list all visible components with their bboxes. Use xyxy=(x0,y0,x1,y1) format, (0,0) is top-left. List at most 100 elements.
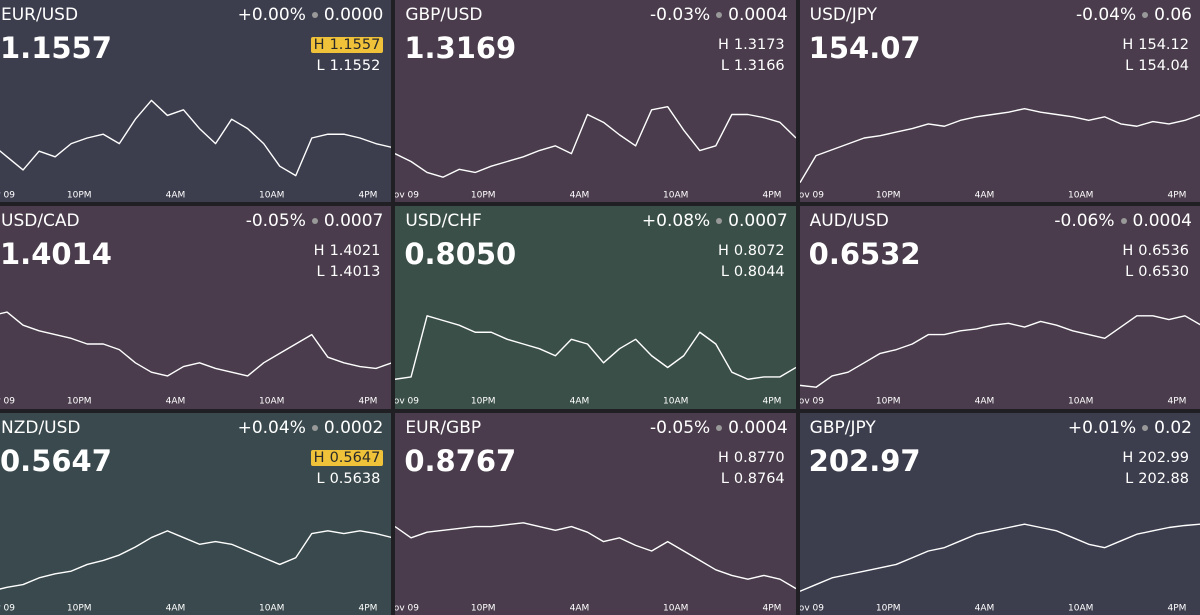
price: 1.3169 xyxy=(404,31,517,65)
high-value: 0.8770 xyxy=(733,449,785,466)
quote-tile[interactable]: AUD/USD-0.06%0.00040.6532H0.6536L0.6530N… xyxy=(799,206,1200,409)
x-tick-label: 4PM xyxy=(358,397,377,407)
change-value: 0.0004 xyxy=(728,5,788,25)
pair-name: AUD/USD xyxy=(809,211,889,232)
x-tick-label: 4AM xyxy=(570,603,590,613)
low-row: L 1.4013 xyxy=(313,264,383,280)
high-label: H xyxy=(1122,449,1134,466)
quote-tile[interactable]: EUR/USD+0.00%0.00001.1557H1.1557L1.1552N… xyxy=(0,0,392,203)
low-value: 1.1552 xyxy=(329,58,381,74)
x-tick-label: Nov 09 xyxy=(800,397,824,407)
high-value: 1.4021 xyxy=(329,243,381,260)
x-tick-label: 10PM xyxy=(67,191,92,201)
low-label: L xyxy=(720,470,729,487)
high-value: 0.5647 xyxy=(329,449,381,466)
x-tick-label: 4PM xyxy=(763,603,782,613)
high-label: H xyxy=(313,37,325,53)
high-value: 202.99 xyxy=(1138,449,1189,466)
low-row: L 0.6530 xyxy=(1122,264,1192,280)
x-tick-label: 4AM xyxy=(570,397,590,407)
change: +0.01% 0.02 xyxy=(1068,418,1192,438)
quote-tile[interactable]: GBP/JPY+0.01%0.02202.97H202.99L202.88Nov… xyxy=(799,412,1200,615)
low-value: 0.6530 xyxy=(1138,264,1189,281)
change-value: 0.0004 xyxy=(1132,211,1192,232)
low-value: 1.3166 xyxy=(733,58,785,74)
separator-dot xyxy=(1142,424,1149,431)
x-tick-label: 4AM xyxy=(166,191,186,201)
x-tick-label: 10PM xyxy=(876,603,901,613)
x-tick-label: Nov 09 xyxy=(0,397,15,407)
change-percent: -0.06% xyxy=(1054,211,1115,232)
x-tick-label: 10AM xyxy=(259,603,284,613)
x-tick-label: 10AM xyxy=(259,397,284,407)
x-tick-label: 10PM xyxy=(67,603,92,613)
quote-tile[interactable]: USD/JPY-0.04%0.06154.07H154.12L154.04Nov… xyxy=(799,0,1200,203)
high-value: 154.12 xyxy=(1138,37,1189,53)
high-row: H 154.12 xyxy=(1119,37,1192,53)
separator-dot xyxy=(716,424,723,431)
price-line xyxy=(395,315,796,381)
separator-dot xyxy=(716,218,723,225)
price-line xyxy=(395,105,796,178)
change: -0.06% 0.0004 xyxy=(1054,211,1192,231)
quote-tile[interactable]: EUR/GBP-0.05%0.00040.8767H0.8770L0.8764N… xyxy=(395,412,796,615)
quote-tile[interactable]: NZD/USD+0.04%0.00020.5647H0.5647L0.5638N… xyxy=(0,412,392,615)
change-value: 0.0007 xyxy=(323,211,384,232)
x-tick-label: Nov 09 xyxy=(395,191,419,201)
pair-name: USD/CHF xyxy=(405,211,482,232)
quote-tile[interactable]: USD/CHF+0.08%0.00070.8050H0.8072L0.8044N… xyxy=(395,206,796,409)
x-tick-label: 4AM xyxy=(166,603,186,613)
change-value: 0.0004 xyxy=(728,417,788,438)
pair-name: NZD/USD xyxy=(1,417,81,438)
low-value: 0.8764 xyxy=(733,470,785,487)
x-tick-label: 10AM xyxy=(1068,191,1093,201)
quote-tile[interactable]: GBP/USD-0.03%0.00041.3169H1.3173L1.3166N… xyxy=(395,0,796,203)
low-label: L xyxy=(316,264,325,281)
change-value: 0.06 xyxy=(1154,5,1192,25)
low-value: 0.5638 xyxy=(329,470,381,487)
x-tick-label: 4AM xyxy=(570,191,590,201)
x-tick-label: 10PM xyxy=(471,397,496,407)
x-tick-label: 4PM xyxy=(763,191,782,201)
change-value: 0.0000 xyxy=(323,5,384,25)
pair-name: EUR/USD xyxy=(1,5,79,25)
change-value: 0.0002 xyxy=(323,417,384,438)
price-line xyxy=(0,311,392,377)
x-tick-label: 4PM xyxy=(763,397,782,407)
x-tick-label: 10AM xyxy=(663,191,688,201)
low-label: L xyxy=(1125,58,1134,74)
separator-dot xyxy=(716,12,723,18)
price-line xyxy=(0,529,392,590)
high-label: H xyxy=(718,243,729,260)
high-row: H 0.6536 xyxy=(1119,243,1192,259)
change: +0.04% 0.0002 xyxy=(238,418,384,438)
quote-tile[interactable]: USD/CAD-0.05%0.00071.4014H1.4021L1.4013N… xyxy=(0,206,392,409)
low-row: L 0.5638 xyxy=(313,471,383,487)
change: -0.03% 0.0004 xyxy=(650,5,788,25)
x-tick-label: 4AM xyxy=(974,191,994,201)
pair-name: USD/CAD xyxy=(1,211,80,232)
high-label: H xyxy=(1122,243,1134,260)
change: -0.04% 0.06 xyxy=(1076,5,1192,25)
price: 1.4014 xyxy=(0,237,112,272)
high-value: 1.1557 xyxy=(329,37,381,53)
high-row: H 0.8072 xyxy=(715,243,788,259)
low-row: L 154.04 xyxy=(1122,58,1192,74)
high-row: H 0.5647 xyxy=(310,449,384,466)
separator-dot xyxy=(1142,12,1149,18)
low-label: L xyxy=(720,264,729,281)
sparkline-chart: Nov 09 10PM 4AM 10AM 4PM xyxy=(395,521,796,613)
low-value: 202.88 xyxy=(1138,470,1189,487)
change: -0.05% 0.0004 xyxy=(650,418,788,438)
price-line xyxy=(799,107,1200,184)
change: -0.05% 0.0007 xyxy=(246,211,384,231)
x-tick-label: 4PM xyxy=(1167,191,1186,201)
price: 0.8050 xyxy=(404,237,517,272)
sparkline-chart: Nov 09 10PM 4AM 10AM 4PM xyxy=(395,105,796,201)
change-percent: +0.08% xyxy=(641,211,711,232)
x-tick-label: Nov 09 xyxy=(800,191,824,201)
x-tick-label: 4AM xyxy=(974,397,994,407)
pair-name: EUR/GBP xyxy=(405,417,482,438)
